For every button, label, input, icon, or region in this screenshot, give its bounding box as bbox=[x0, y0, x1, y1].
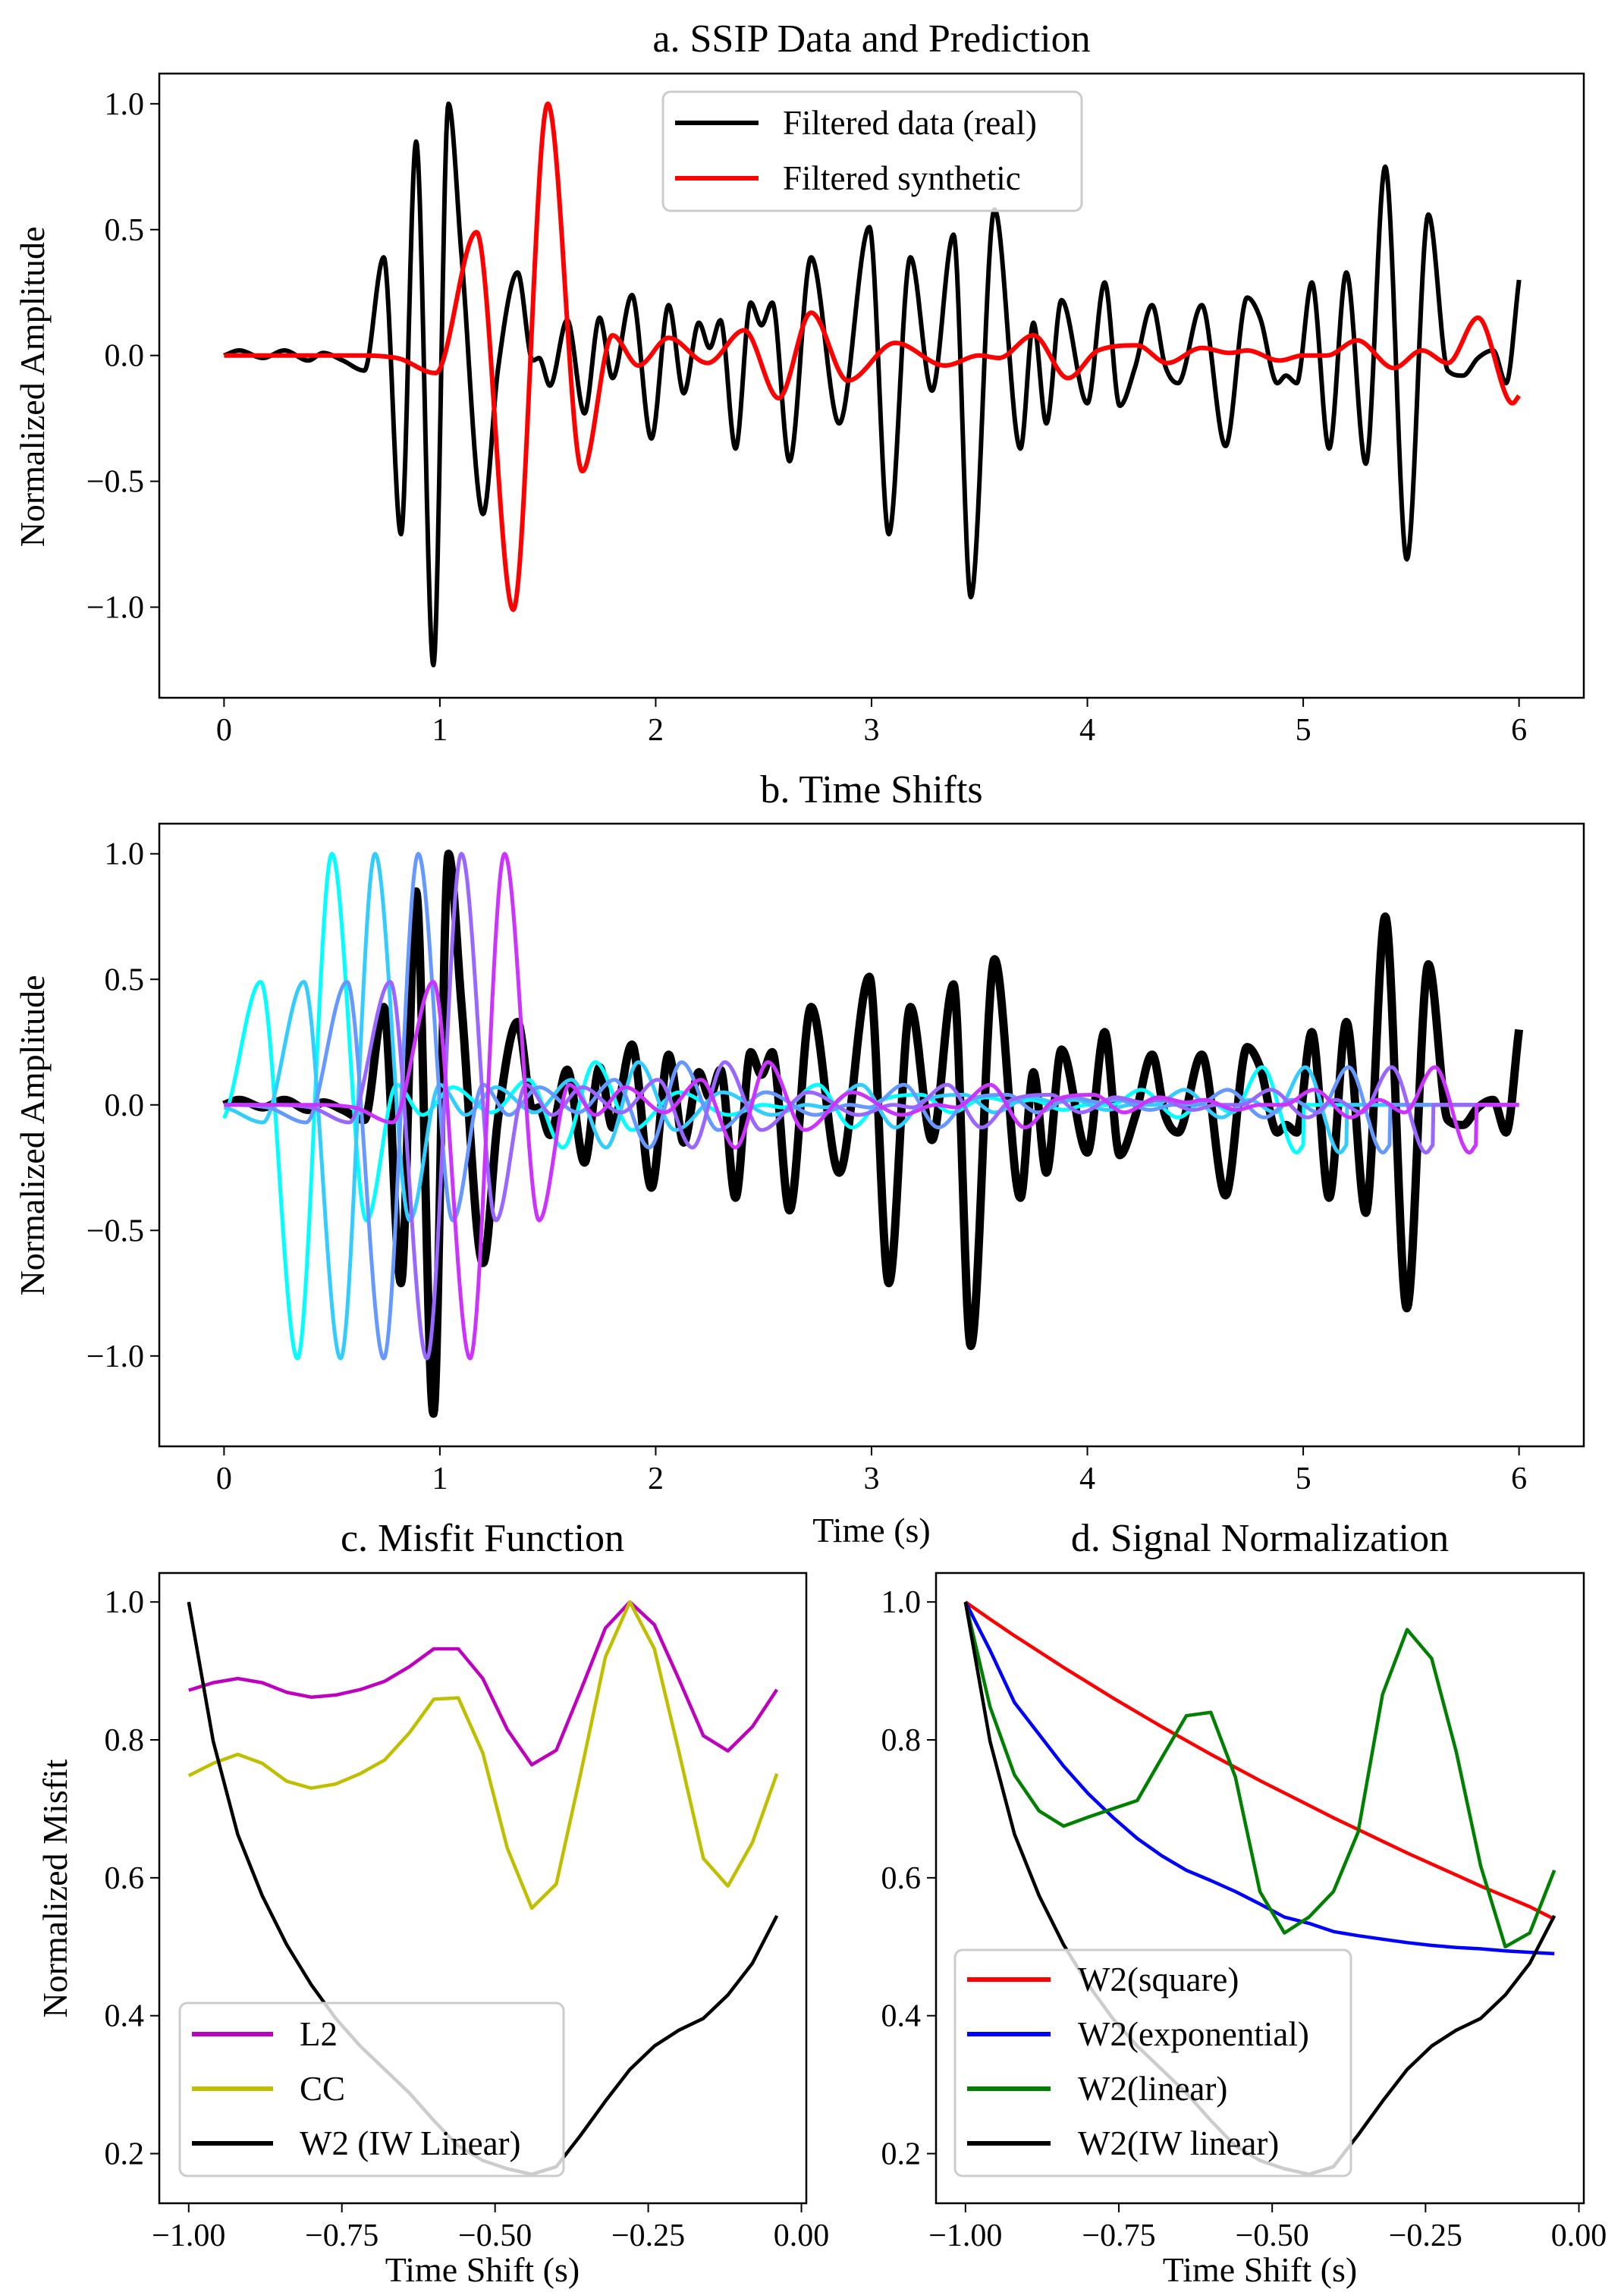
panel-b-ylabel: Normalized Amplitude bbox=[13, 975, 52, 1296]
legend-label: CC bbox=[300, 2070, 345, 2108]
x-tick-label: 4 bbox=[1079, 1462, 1095, 1496]
legend-label: W2(exponential) bbox=[1078, 2015, 1309, 2053]
y-tick-label: 0.4 bbox=[881, 1999, 922, 2034]
x-tick-label: 2 bbox=[648, 1462, 664, 1496]
series-line bbox=[963, 1601, 1555, 1956]
series-line bbox=[964, 1600, 1556, 1921]
panel-c-xlabel: Time Shift (s) bbox=[385, 2250, 580, 2289]
legend-label: W2(square) bbox=[1078, 1961, 1239, 1998]
panel-d-title: d. Signal Normalization bbox=[1071, 1517, 1449, 1560]
y-tick-label: 0.5 bbox=[105, 213, 145, 248]
panel-b-xlabel: Time (s) bbox=[812, 1511, 931, 1549]
panel-b: 0 1 2 3 4 5 6 1.0 0.5 0.0 −0.5 −1.0 bbox=[86, 822, 1585, 1496]
y-tick-label: 0.8 bbox=[881, 1723, 922, 1758]
y-tick-label: −1.0 bbox=[86, 591, 144, 626]
x-tick-label: 6 bbox=[1511, 1462, 1527, 1496]
x-tick-label: −1.00 bbox=[152, 2218, 225, 2253]
y-tick-label: 1.0 bbox=[105, 1585, 145, 1620]
panel-c: −1.00 −0.75 −0.50 −0.25 0.00 1.0 0.8 0.6 0.4 0.2 L… bbox=[105, 1571, 830, 2253]
panel-c-ylabel: Normalized Misfit bbox=[36, 1759, 74, 2017]
x-tick-label: −1.00 bbox=[928, 2218, 1002, 2253]
x-tick-label: 4 bbox=[1079, 713, 1095, 748]
x-tick-label: 1 bbox=[432, 1462, 448, 1496]
x-tick-label: 0.00 bbox=[774, 2218, 830, 2253]
x-tick-label: 3 bbox=[864, 1462, 880, 1496]
legend-box bbox=[661, 90, 1083, 212]
y-tick-label: 0.0 bbox=[105, 339, 145, 374]
panel-d: −1.00 −0.75 −0.50 −0.25 0.00 1.0 0.8 0.6 0.4 0.2 W… bbox=[881, 1571, 1607, 2253]
legend-label: W2 (IW Linear) bbox=[300, 2124, 521, 2162]
plot-area-b bbox=[220, 849, 1524, 1418]
series-line-shifted bbox=[222, 852, 1521, 1361]
x-tick-label: −0.25 bbox=[611, 2218, 685, 2253]
x-tick-label: 5 bbox=[1296, 1462, 1311, 1496]
legend-label: W2(IW linear) bbox=[1078, 2124, 1279, 2162]
series-line bbox=[187, 1600, 779, 1911]
y-tick-label: −1.0 bbox=[86, 1339, 144, 1374]
series-line-shifted bbox=[222, 852, 1521, 1361]
legend-label: L2 bbox=[300, 2015, 338, 2053]
y-tick-label: 0.8 bbox=[105, 1723, 145, 1758]
y-tick-label: 1.0 bbox=[105, 837, 145, 872]
series-line bbox=[222, 101, 1521, 612]
y-tick-label: 0.2 bbox=[105, 2137, 145, 2172]
x-tick-label: 5 bbox=[1296, 713, 1311, 748]
panel-b-title: b. Time Shifts bbox=[760, 768, 982, 812]
x-tick-label: 2 bbox=[648, 713, 664, 748]
y-tick-label: −0.5 bbox=[86, 465, 144, 500]
x-tick-label: −0.50 bbox=[1236, 2218, 1309, 2253]
x-tick-label: 6 bbox=[1511, 713, 1527, 748]
y-tick-label: 1.0 bbox=[881, 1585, 922, 1620]
panel-a-ylabel: Normalized Amplitude bbox=[13, 227, 52, 548]
legend-label: W2(linear) bbox=[1078, 2070, 1227, 2108]
axes-frame bbox=[158, 72, 1585, 699]
legend-label: Filtered synthetic bbox=[783, 159, 1021, 197]
series-line bbox=[222, 101, 1522, 667]
legend-box bbox=[178, 2002, 565, 2177]
x-tick-label: 3 bbox=[864, 713, 880, 748]
series-line bbox=[188, 1600, 779, 1767]
legend-label: Filtered data (real) bbox=[783, 104, 1037, 142]
series-line-shifted bbox=[222, 852, 1521, 1361]
x-tick-label: 0 bbox=[216, 1462, 232, 1496]
x-tick-label: 1 bbox=[432, 713, 448, 748]
x-tick-label: −0.75 bbox=[305, 2218, 379, 2253]
panel-a: 0 1 2 3 4 5 6 1.0 0.5 0.0 −0.5 −1.0 Filtered data (r… bbox=[86, 72, 1585, 748]
y-tick-label: 0.2 bbox=[881, 2137, 922, 2172]
y-tick-label: 0.6 bbox=[105, 1861, 145, 1896]
plot-area-a bbox=[222, 101, 1522, 667]
y-tick-label: 0.6 bbox=[881, 1861, 922, 1896]
y-tick-label: 0.5 bbox=[105, 962, 145, 997]
x-tick-label: −0.25 bbox=[1389, 2218, 1462, 2253]
y-tick-label: −0.5 bbox=[86, 1214, 144, 1248]
axes-frame bbox=[935, 1571, 1585, 2205]
panel-c-title: c. Misfit Function bbox=[341, 1517, 624, 1560]
y-tick-label: 1.0 bbox=[105, 87, 145, 122]
x-tick-label: 0.00 bbox=[1551, 2218, 1607, 2253]
y-tick-label: 0.0 bbox=[105, 1088, 145, 1123]
panel-d-xlabel: Time Shift (s) bbox=[1163, 2250, 1357, 2289]
panel-a-title: a. SSIP Data and Prediction bbox=[652, 17, 1090, 61]
axes-frame bbox=[158, 822, 1585, 1448]
series-line bbox=[963, 1601, 1556, 1949]
x-tick-label: 0 bbox=[216, 713, 232, 748]
legend-box bbox=[953, 1948, 1352, 2177]
x-tick-label: −0.50 bbox=[458, 2218, 532, 2253]
x-tick-label: −0.75 bbox=[1082, 2218, 1155, 2253]
axes-frame bbox=[158, 1571, 808, 2205]
y-tick-label: 0.4 bbox=[105, 1999, 145, 2034]
